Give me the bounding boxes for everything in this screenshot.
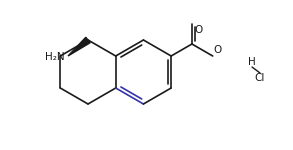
Text: O: O: [194, 25, 202, 35]
Text: H: H: [248, 57, 256, 67]
Text: Cl: Cl: [255, 73, 265, 83]
Polygon shape: [68, 37, 90, 56]
Text: H₂N: H₂N: [45, 52, 65, 62]
Text: O: O: [214, 45, 222, 55]
